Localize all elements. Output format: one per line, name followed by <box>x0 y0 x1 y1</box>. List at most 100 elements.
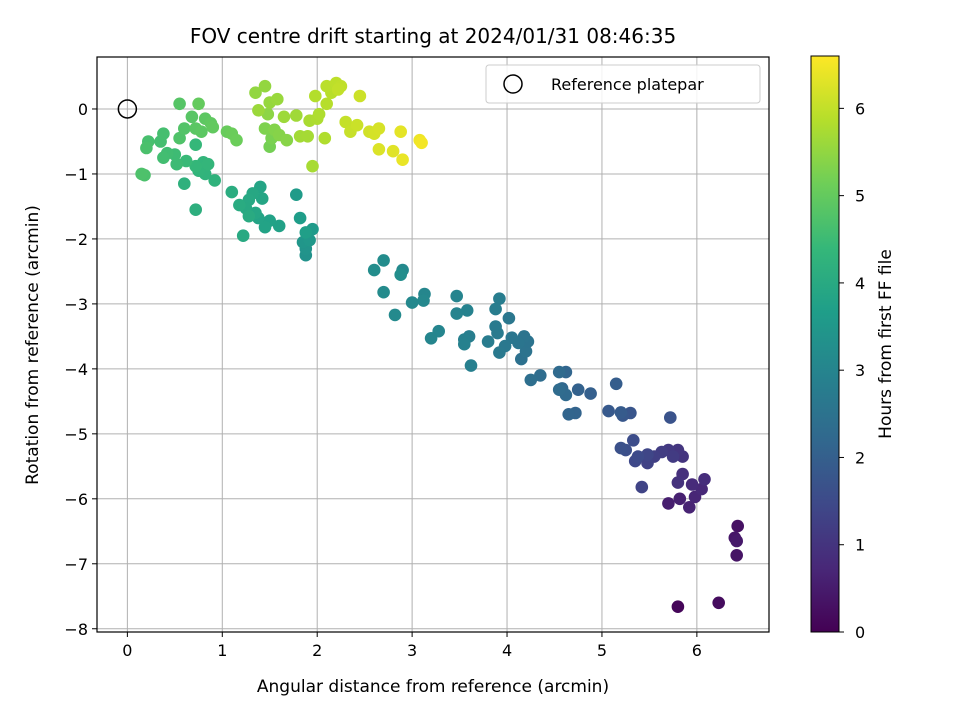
data-point <box>671 476 685 489</box>
reference-platepar-marker <box>117 99 138 119</box>
data-points <box>135 76 744 613</box>
data-point <box>189 138 202 151</box>
y-axis-ticks: 0 −1 −2 −3 −4 −5 −6 −7 −8 <box>64 100 97 639</box>
data-point <box>367 263 381 277</box>
data-point <box>178 177 191 190</box>
data-point <box>424 332 438 345</box>
data-point <box>242 209 256 223</box>
colorbar-tick-label: 1 <box>855 536 865 555</box>
data-point <box>415 136 428 150</box>
data-point <box>464 359 478 372</box>
data-point <box>258 220 272 234</box>
data-point <box>377 285 390 299</box>
data-point <box>673 492 687 506</box>
data-point <box>584 387 597 400</box>
data-point <box>405 296 419 309</box>
data-point <box>173 131 186 145</box>
data-point <box>552 383 566 397</box>
y-tick-label: −5 <box>64 425 88 444</box>
data-point <box>524 373 538 387</box>
data-point <box>685 478 699 491</box>
x-tick-label: 0 <box>122 641 132 660</box>
x-tick-label: 5 <box>597 641 607 660</box>
data-point <box>225 185 239 199</box>
data-point <box>730 549 743 562</box>
y-tick-label: −3 <box>64 295 88 314</box>
data-point <box>609 377 623 391</box>
colorbar-ticks: 0 1 2 3 4 5 6 <box>839 99 865 642</box>
data-point <box>170 157 183 171</box>
data-point <box>301 130 315 143</box>
data-point <box>258 79 272 93</box>
data-point <box>631 450 645 463</box>
chart-title: FOV centre drift starting at 2024/01/31 … <box>190 24 676 48</box>
data-point <box>331 83 345 96</box>
x-tick-label: 2 <box>312 641 322 660</box>
data-point <box>372 143 386 156</box>
data-point <box>157 127 170 140</box>
x-tick-label: 4 <box>502 641 512 660</box>
data-point <box>614 441 628 455</box>
data-point <box>320 79 334 93</box>
data-point <box>450 307 464 320</box>
colorbar-tick-label: 6 <box>855 99 865 118</box>
colorbar: 0 1 2 3 4 5 6 Hours from first FF file <box>810 55 896 642</box>
data-point <box>695 482 708 496</box>
data-point <box>712 596 725 610</box>
y-axis-label: Rotation from reference (arcmin) <box>23 205 43 485</box>
data-point <box>272 219 286 233</box>
y-tick-label: −4 <box>64 360 88 379</box>
data-point <box>505 331 519 345</box>
data-point <box>157 151 170 164</box>
data-point <box>309 89 322 103</box>
data-point <box>299 226 313 239</box>
colorbar-gradient <box>810 55 840 633</box>
data-point <box>493 292 506 306</box>
data-point <box>730 534 743 548</box>
data-point <box>571 383 585 397</box>
data-point <box>208 174 221 187</box>
data-point <box>562 408 575 421</box>
data-point <box>641 448 654 461</box>
data-point <box>173 97 186 111</box>
data-point <box>290 109 303 122</box>
data-point <box>353 89 367 103</box>
data-point <box>394 125 408 138</box>
y-tick-label: 0 <box>78 100 88 119</box>
data-point <box>396 153 409 166</box>
colorbar-tick-label: 0 <box>855 623 865 642</box>
data-point <box>450 289 464 303</box>
x-tick-label: 6 <box>692 641 702 660</box>
data-point <box>534 369 547 382</box>
y-tick-label: −7 <box>64 555 88 574</box>
y-tick-label: −2 <box>64 230 88 249</box>
data-point <box>195 125 208 138</box>
data-point <box>290 188 303 201</box>
data-point <box>481 335 495 348</box>
y-tick-label: −1 <box>64 165 88 184</box>
data-point <box>312 107 326 121</box>
data-point <box>683 501 696 514</box>
data-point <box>306 159 319 173</box>
data-point <box>135 167 148 181</box>
data-point <box>140 141 153 155</box>
data-point <box>280 133 294 147</box>
data-point <box>377 254 390 267</box>
data-point <box>318 131 332 145</box>
data-point <box>339 115 353 129</box>
legend-box <box>485 64 761 104</box>
data-point <box>233 198 246 212</box>
colorbar-tick-label: 3 <box>855 361 865 380</box>
data-point <box>236 229 250 242</box>
colorbar-tick-label: 4 <box>855 274 865 293</box>
data-point <box>635 480 649 494</box>
data-point <box>189 203 202 216</box>
colorbar-label: Hours from first FF file <box>876 249 896 439</box>
data-point <box>230 133 243 147</box>
data-point <box>350 118 364 132</box>
data-point <box>489 302 502 316</box>
data-point <box>271 92 284 106</box>
data-point <box>252 104 265 117</box>
data-point <box>671 600 685 613</box>
